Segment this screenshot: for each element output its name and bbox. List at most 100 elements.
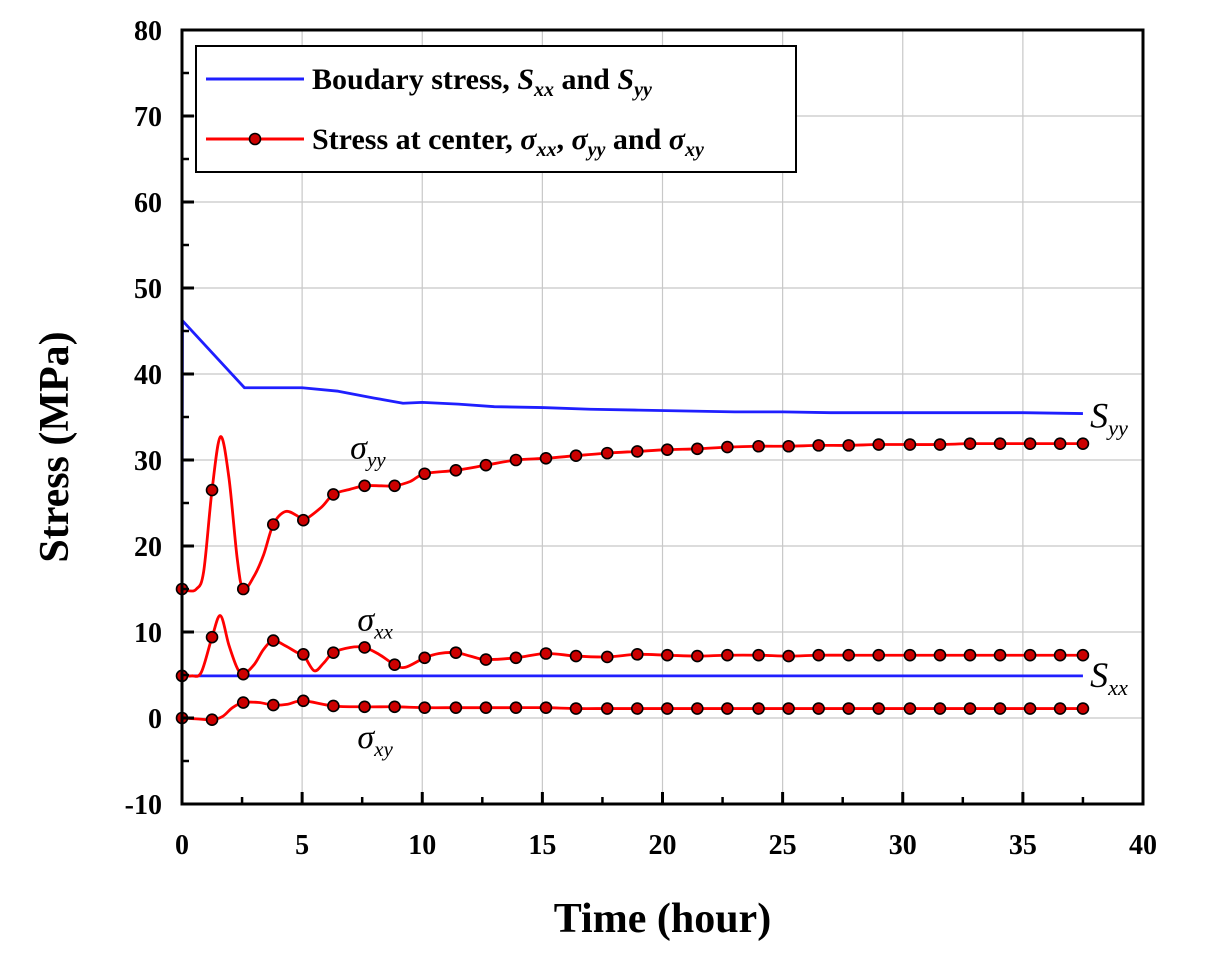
x-tick-label: 15 [528, 830, 556, 861]
x-tick-label: 35 [1009, 830, 1037, 861]
data-point [418, 701, 431, 714]
data-point [236, 696, 250, 709]
data-point [691, 649, 704, 663]
legend-text: Stress at center, [312, 123, 520, 156]
data-point [327, 646, 340, 659]
data-point [539, 647, 553, 660]
data-point [903, 702, 917, 715]
legend-sym3: σ [669, 123, 686, 156]
data-point [236, 667, 250, 681]
data-point [872, 438, 886, 451]
data-point [903, 438, 917, 451]
legend-sym1: σ [520, 123, 537, 156]
data-point [509, 453, 523, 467]
legend-entry: Boudary stress, Sxx and Syy [206, 63, 652, 101]
data-point [1023, 702, 1037, 715]
x-tick-label: 20 [649, 830, 677, 861]
annotation-subscript: yy [365, 447, 386, 471]
data-point [388, 700, 401, 714]
legend-sym2: S [617, 63, 634, 96]
annotation-subscript: xy [373, 737, 393, 761]
data-point [872, 702, 886, 715]
data-point [752, 439, 765, 453]
legend-sym1: S [517, 63, 534, 96]
data-point [812, 702, 825, 715]
y-tick-label: 40 [134, 360, 162, 391]
y-tick-label: 20 [134, 532, 162, 563]
legend-sub1: xx [535, 139, 556, 161]
legend-sub2: yy [586, 139, 606, 161]
annotation-σxy: σxy [357, 719, 393, 761]
series-Syy [180, 319, 1083, 590]
y-tick-label: 60 [134, 188, 162, 219]
data-point [782, 649, 795, 663]
data-point [630, 648, 644, 661]
data-point [661, 648, 674, 662]
data-point [297, 648, 310, 661]
data-point [205, 483, 219, 497]
series-sigma_yy [175, 435, 1090, 596]
y-tick-label: 30 [134, 446, 162, 477]
data-point [1053, 437, 1067, 450]
data-point [630, 445, 644, 458]
data-point [1053, 702, 1067, 715]
data-point [388, 479, 401, 493]
data-point [842, 702, 855, 715]
annotation-σyy: σyy [350, 429, 386, 471]
data-point [933, 702, 947, 715]
data-point [569, 702, 583, 715]
data-point [752, 702, 765, 715]
x-tick-label: 5 [295, 830, 309, 861]
annotation-σxx: σxx [357, 601, 393, 643]
data-point [963, 648, 977, 662]
data-point [1053, 648, 1067, 662]
data-point [993, 437, 1007, 450]
data-point [872, 648, 886, 662]
legend-sep1: , [556, 123, 571, 156]
y-tick-label: 10 [134, 618, 162, 649]
data-point [661, 443, 674, 456]
x-tick-label: 10 [408, 830, 436, 861]
data-point [691, 442, 704, 456]
annotation-subscript: xx [373, 619, 393, 643]
data-point [1076, 437, 1090, 450]
data-point [963, 702, 977, 715]
data-point [449, 646, 463, 659]
data-point [721, 648, 734, 662]
annotation-symbol: σ [357, 719, 375, 756]
data-point [479, 701, 493, 714]
data-point [569, 449, 583, 463]
data-point [933, 438, 947, 451]
data-point [630, 702, 644, 715]
data-point [358, 700, 371, 714]
data-point [297, 513, 310, 527]
data-point [721, 702, 734, 715]
data-point [933, 648, 947, 662]
annotation-symbol: σ [357, 601, 375, 638]
data-point [266, 518, 280, 531]
annotation-subscript: yy [1106, 415, 1128, 440]
legend-sym2: σ [571, 123, 588, 156]
legend-mid: and [605, 123, 668, 156]
data-point [993, 702, 1007, 715]
data-point [539, 701, 553, 714]
x-tick-label: 25 [769, 830, 797, 861]
y-tick-label: 50 [134, 274, 162, 305]
data-point [1076, 648, 1090, 662]
data-point [721, 440, 734, 454]
y-axis-title: Stress (MPa) [32, 331, 78, 562]
data-point [752, 648, 765, 662]
annotation-symbol: σ [350, 429, 368, 466]
data-point [569, 649, 583, 663]
axis-ticks [180, 28, 1145, 806]
x-tick-label: 0 [175, 830, 189, 861]
x-axis-title: Time (hour) [554, 896, 771, 942]
data-point [600, 702, 614, 715]
y-tick-label: -10 [125, 790, 162, 821]
legend-label: Stress at center, σxx, σyy and σxy [312, 123, 704, 161]
series-layer [175, 319, 1090, 727]
series-line [181, 614, 1083, 678]
legend-text: Boudary stress, [312, 63, 517, 96]
